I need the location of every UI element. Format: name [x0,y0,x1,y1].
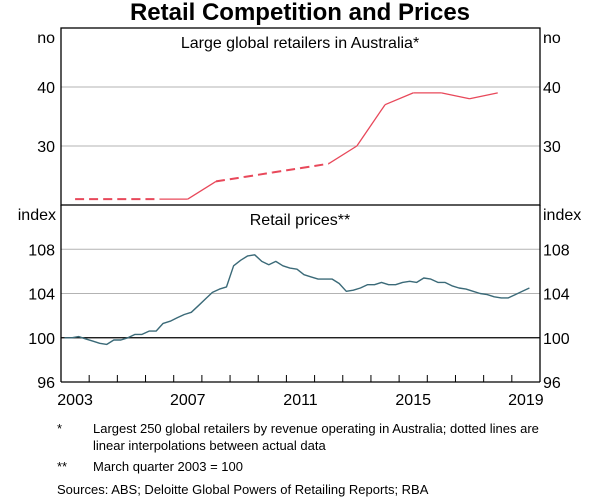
retailers-segment [469,92,498,100]
prices-series-line [64,254,530,346]
top-panel-title: Large global retailers in Australia* [181,35,419,52]
bottom-left-tick-label: 108 [28,242,55,259]
bottom-left-tick-label: 96 [37,375,55,392]
bottom-left-tick-label: 100 [28,331,55,348]
top-right-tick-label: 40 [543,80,561,97]
bottom-gridlines [61,248,540,339]
chart: Retail Competition and Prices Large glob… [18,0,582,409]
footnote-1-text: Largest 250 global retailers by revenue … [93,421,539,453]
footnote-1-mark: * [57,421,63,436]
x-tick-label: 2007 [170,392,206,409]
bottom-left-unit: index [18,207,56,224]
x-tick-label: 2015 [395,392,431,409]
retailers-segment [243,171,273,178]
x-tick-label: 2003 [57,392,93,409]
top-panel-frame [60,27,541,206]
prices-line [64,254,530,346]
bottom-right-tick-label: 104 [543,287,570,304]
top-right-tick-label: 30 [543,139,561,156]
retailers-segment [356,104,386,147]
bottom-panel-title: Retail prices** [250,212,350,229]
bottom-right-tick-label: 100 [543,331,570,348]
top-left-tick-label: 40 [37,80,55,97]
bottom-right-unit: index [543,207,581,224]
panel-retailers: Large global retailers in Australia* no … [37,27,561,206]
retailers-segment [328,145,358,165]
retailers-segment [272,167,301,174]
x-ticks [88,375,513,382]
chart-title: Retail Competition and Prices [130,0,470,26]
retailers-segment [441,92,470,100]
footnote-2-mark: ** [57,459,68,474]
footnote-2-text: March quarter 2003 = 100 [93,459,243,474]
top-left-unit: no [37,30,55,47]
sources: Sources: ABS; Deloitte Global Powers of … [57,482,429,497]
top-gridlines [61,86,540,147]
top-left-tick-label: 30 [37,139,55,156]
retailers-segment [215,175,245,183]
retailers-segment [187,180,217,200]
retailers-segment [384,92,414,106]
bottom-right-tick-label: 96 [543,375,561,392]
bottom-left-tick-label: 104 [28,287,55,304]
top-right-unit: no [543,30,561,47]
retailers-segment [300,162,329,170]
bottom-right-tick-label: 108 [543,242,570,259]
x-tick-label: 2011 [283,392,318,409]
x-tick-label: 2019 [508,392,544,409]
panel-prices: Retail prices** index index 96 96 100 100 10… [18,205,581,409]
retailers-line [75,92,498,201]
